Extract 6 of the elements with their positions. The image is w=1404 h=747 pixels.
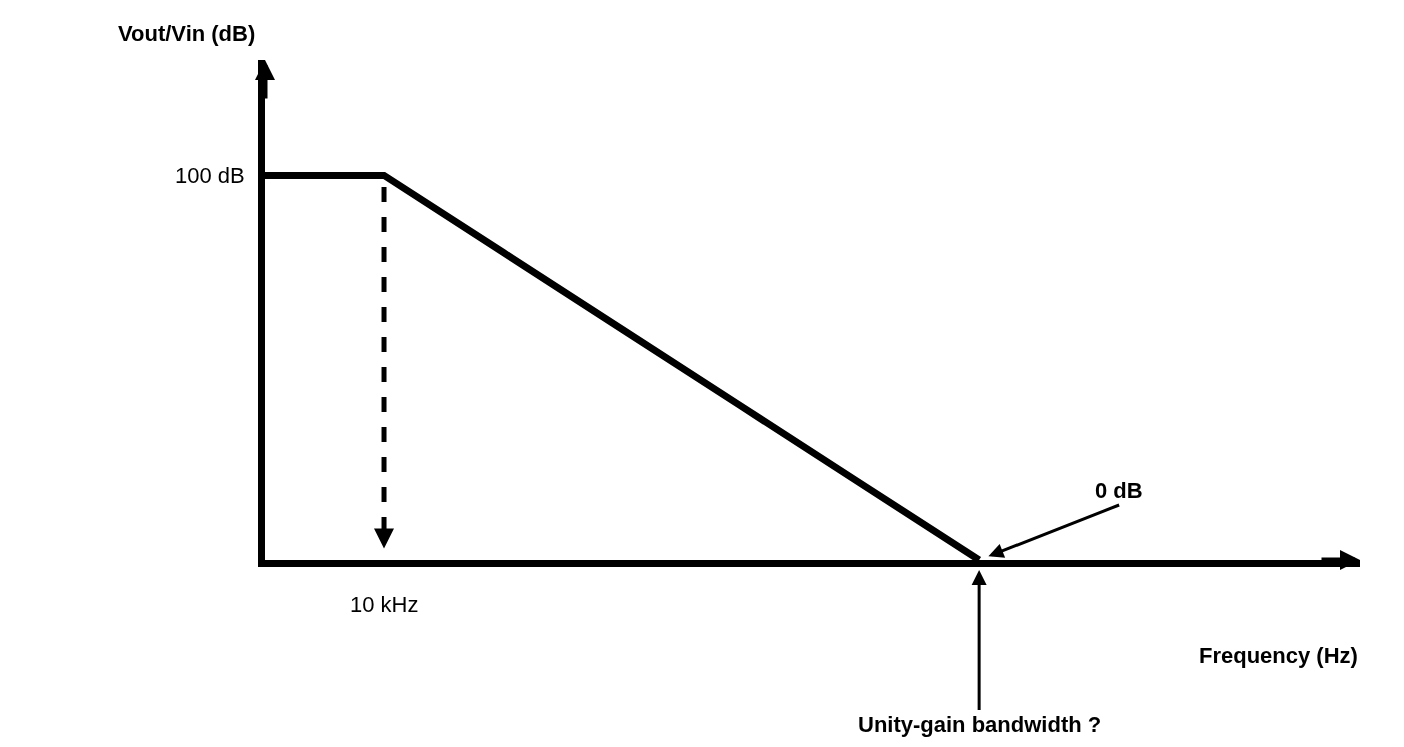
text: 10 kHz bbox=[350, 592, 419, 617]
picture-arrow-up: Unity-gain bandwidth ? bbox=[858, 560, 1102, 737]
annotation: 0 dB bbox=[1095, 478, 1143, 503]
x-axis-title: Frequency (Hz) bbox=[1199, 643, 1358, 668]
text: Vout/Vin (dB) bbox=[118, 21, 256, 46]
annotation: 100 dB bbox=[175, 163, 245, 188]
